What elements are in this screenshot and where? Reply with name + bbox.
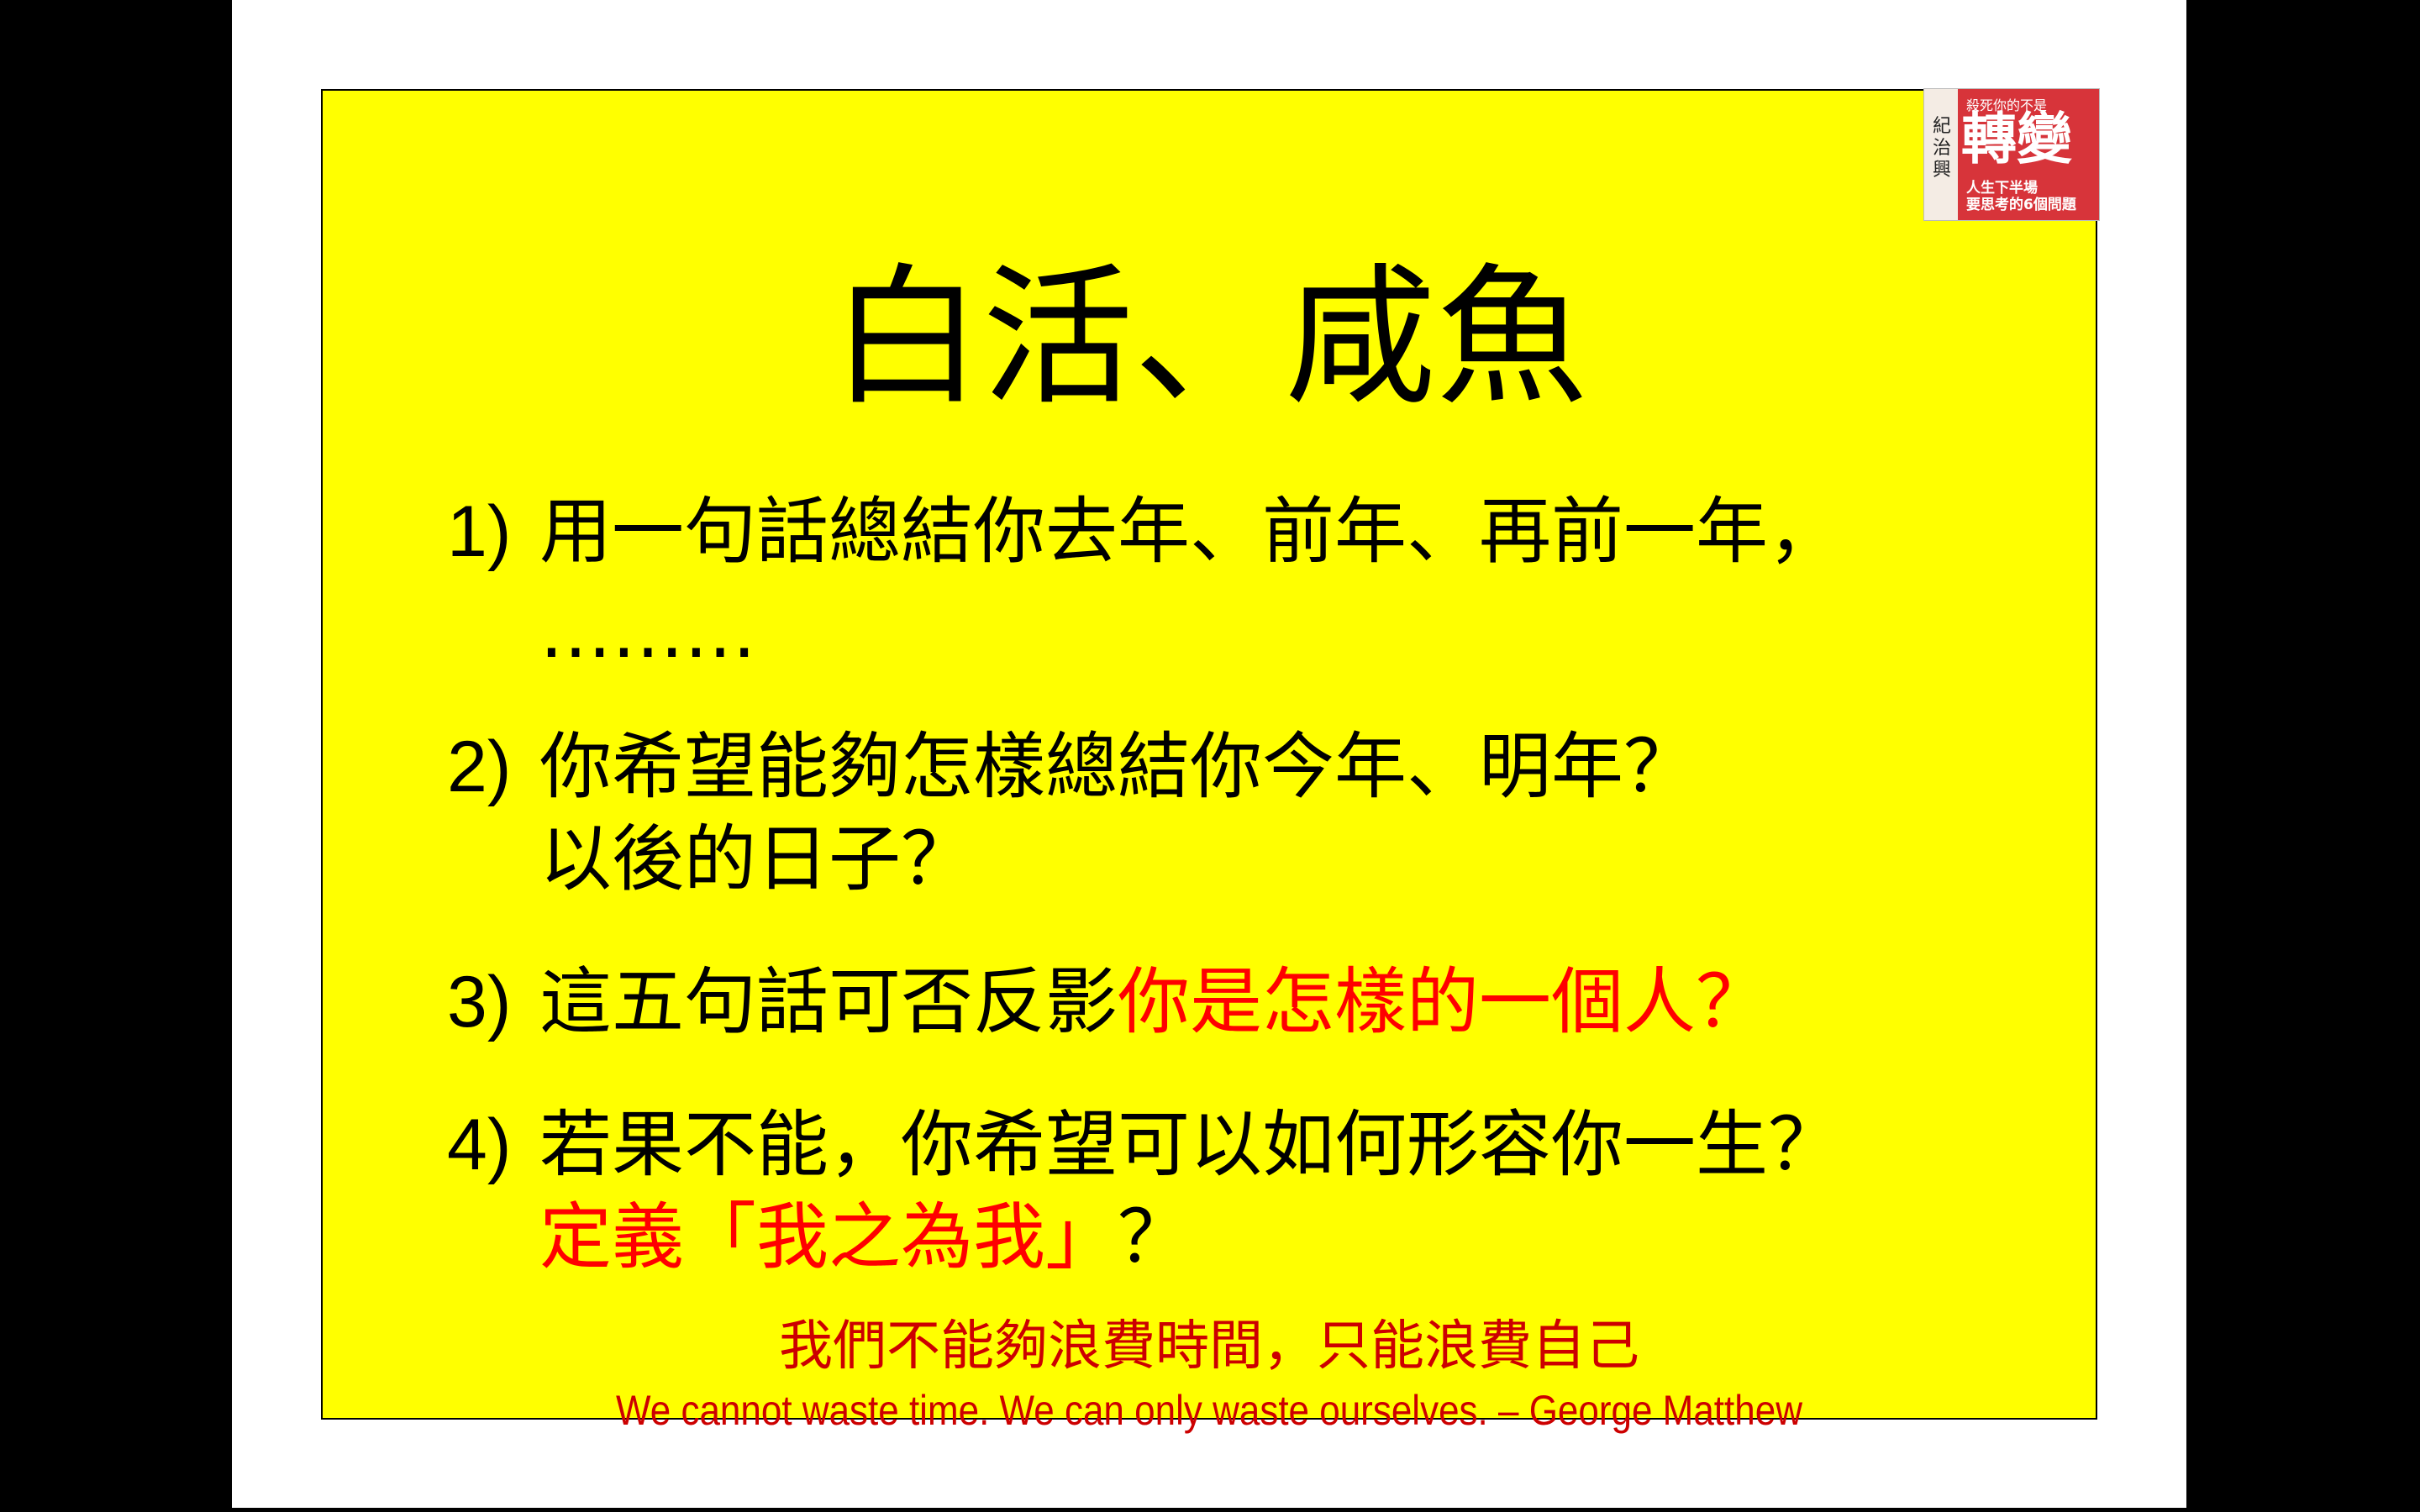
book-cover-red-panel: 殺死你的不是 轉變 人生下半場 要思考的6個問題 <box>1958 89 2099 220</box>
item-ellipsis: ……… <box>539 591 756 675</box>
item-text-line: 以後的日子？ <box>539 817 973 901</box>
item-text-black: ？ <box>1118 1195 1190 1279</box>
quote-english: We cannot waste time. We can only waste … <box>616 1387 1802 1434</box>
book-big-title: 轉變 <box>1961 107 2072 171</box>
book-subtitle-2: 要思考的6個問題 <box>1966 197 2076 213</box>
slide-title: 白活、咸魚 <box>830 250 1587 426</box>
book-small-title: 殺死你的不是 <box>1966 97 2048 113</box>
item-text-line: 若果不能，你希望可以如何形容你一生？ <box>539 1103 1840 1187</box>
item-number: 2) <box>447 727 512 807</box>
quote-chinese: 我們不能夠浪費時間，只能浪費自己 <box>779 1315 1639 1378</box>
item-number: 1) <box>447 491 512 572</box>
item-text-black: 這五句話可否反影 <box>539 960 1118 1044</box>
item-text-highlight: 定義「我之為我」 <box>539 1195 1118 1279</box>
item-text-line: 這五句話可否反影你是怎樣的一個人？ <box>539 956 1768 1048</box>
item-text-line: 用一句話總結你去年、前年、再前一年， <box>539 490 1840 574</box>
item-text-line: 定義「我之為我」？ <box>539 1191 1190 1284</box>
item-text-highlight: 你是怎樣的一個人？ <box>1118 960 1768 1044</box>
slide-content-box: 白活、咸魚 1) 用一句話總結你去年、前年、再前一年， ……… 2) 你希望能夠… <box>321 89 2097 1434</box>
slide-page: 白活、咸魚 1) 用一句話總結你去年、前年、再前一年， ……… 2) 你希望能夠… <box>232 0 2186 1508</box>
item-number: 4) <box>447 1105 512 1185</box>
book-cover-image: 紀治興 殺死你的不是 轉變 人生下半場 要思考的6個問題 <box>1923 88 2100 221</box>
item-number: 3) <box>447 962 512 1042</box>
book-subtitle-1: 人生下半場 <box>1966 180 2038 197</box>
book-author: 紀治興 <box>1932 116 1951 181</box>
item-text-line: 你希望能夠怎樣總結你今年、明年？ <box>539 725 1696 809</box>
